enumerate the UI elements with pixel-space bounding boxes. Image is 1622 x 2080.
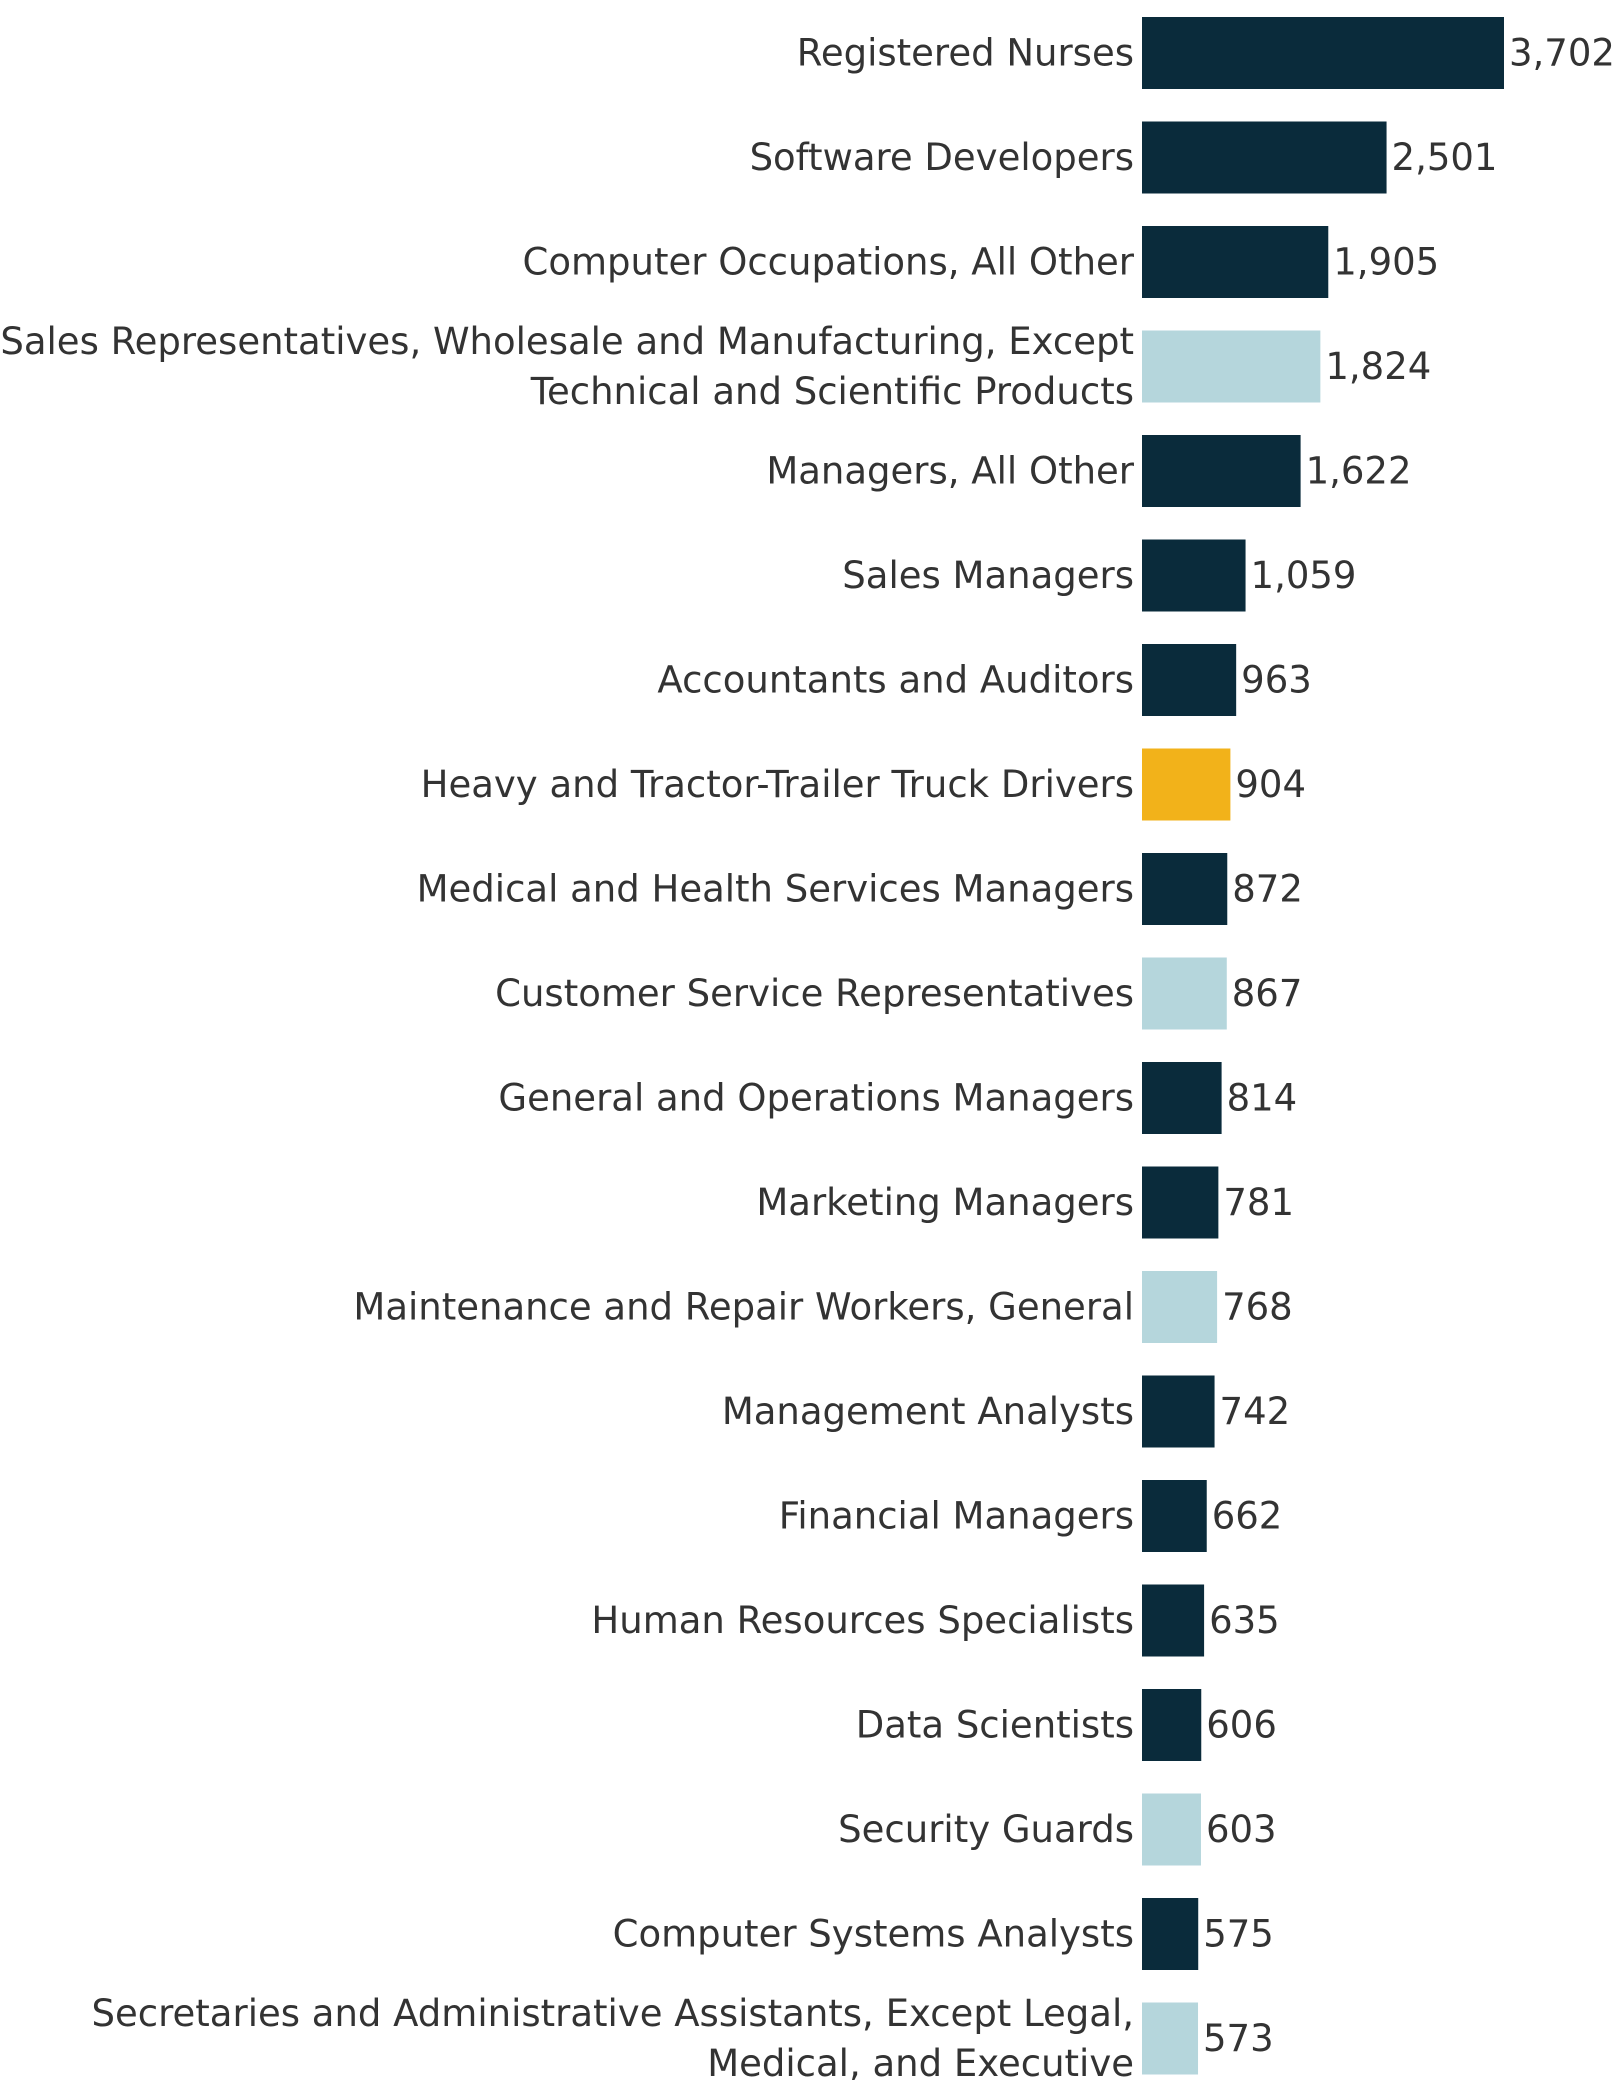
bar <box>1142 121 1387 194</box>
value-labels-layer: 3,702 2,501 1,905 1,824 1,622 1,059 963 904 872 8… <box>1203 32 1615 2061</box>
bar <box>1142 957 1227 1030</box>
bar <box>1142 853 1228 925</box>
value-label: 606 <box>1206 1704 1277 1747</box>
value-label: 3,702 <box>1509 32 1615 75</box>
category-label: Secretaries and Administrative Assistant… <box>92 1992 1134 2035</box>
bar <box>1142 1898 1199 1970</box>
category-label: Medical, and Executive <box>707 2042 1134 2080</box>
value-label: 575 <box>1203 1913 1274 1956</box>
value-label: 768 <box>1222 1286 1293 1329</box>
category-label: Managers, All Other <box>766 450 1134 493</box>
bars-layer <box>1142 17 1504 2075</box>
category-label: General and Operations Managers <box>498 1077 1134 1120</box>
category-label: Software Developers <box>750 136 1134 179</box>
category-label: Registered Nurses <box>797 32 1134 75</box>
category-label: Human Resources Specialists <box>591 1599 1134 1642</box>
category-label: Management Analysts <box>722 1390 1134 1433</box>
category-label: Maintenance and Repair Workers, General <box>353 1286 1134 1329</box>
bar <box>1142 1584 1205 1657</box>
category-label: Data Scientists <box>856 1704 1134 1747</box>
bar <box>1142 1062 1222 1134</box>
bar <box>1142 539 1246 612</box>
category-label: Medical and Health Services Managers <box>417 868 1134 911</box>
bar <box>1142 330 1321 403</box>
value-label: 1,059 <box>1251 554 1357 597</box>
category-label: Accountants and Auditors <box>657 659 1134 702</box>
category-label: Technical and Scientific Products <box>530 370 1134 413</box>
category-labels-layer: Registered Nurses Software Developers Comp… <box>0 32 1134 2080</box>
bar <box>1142 1375 1215 1448</box>
bar <box>1142 1480 1207 1552</box>
category-label: Financial Managers <box>779 1495 1134 1538</box>
value-label: 963 <box>1241 659 1312 702</box>
bar <box>1142 1689 1202 1761</box>
value-label: 904 <box>1235 763 1306 806</box>
bar <box>1142 1271 1218 1343</box>
value-label: 872 <box>1232 868 1303 911</box>
category-label: Customer Service Representatives <box>495 972 1134 1015</box>
bar <box>1142 17 1504 89</box>
category-label: Heavy and Tractor-Trailer Truck Drivers <box>421 763 1134 806</box>
category-label: Sales Managers <box>842 554 1134 597</box>
bar <box>1142 435 1301 507</box>
value-label: 742 <box>1220 1390 1291 1433</box>
category-label: Marketing Managers <box>756 1181 1134 1224</box>
category-label: Computer Occupations, All Other <box>523 241 1135 284</box>
value-label: 1,824 <box>1325 345 1431 388</box>
category-label: Sales Representatives, Wholesale and Man… <box>0 320 1134 363</box>
value-label: 781 <box>1223 1181 1294 1224</box>
value-label: 635 <box>1209 1599 1280 1642</box>
value-label: 573 <box>1203 2017 1274 2060</box>
bar <box>1142 2002 1199 2075</box>
category-label: Computer Systems Analysts <box>613 1913 1134 1956</box>
value-label: 603 <box>1206 1808 1277 1851</box>
category-label: Security Guards <box>838 1808 1134 1851</box>
value-label: 867 <box>1232 972 1303 1015</box>
value-label: 662 <box>1212 1495 1283 1538</box>
bar <box>1142 1793 1201 1866</box>
value-label: 1,622 <box>1306 450 1412 493</box>
bar <box>1142 1166 1219 1239</box>
bar <box>1142 226 1329 298</box>
bar <box>1142 644 1237 716</box>
value-label: 2,501 <box>1392 136 1498 179</box>
value-label: 814 <box>1227 1077 1298 1120</box>
bar <box>1142 748 1231 821</box>
value-label: 1,905 <box>1333 241 1439 284</box>
